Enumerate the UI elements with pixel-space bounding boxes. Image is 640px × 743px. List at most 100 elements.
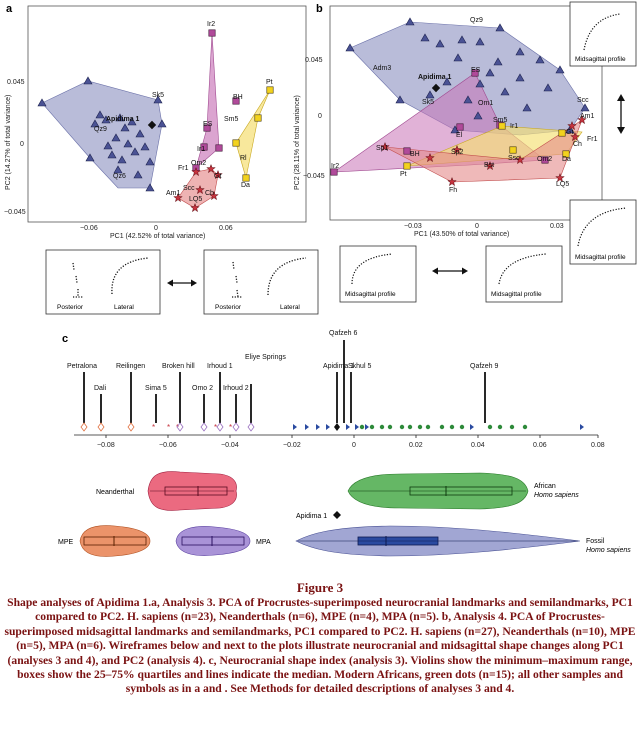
b-label-sm5: Sm5 <box>493 117 508 124</box>
violin-mpe: MPE <box>58 525 151 557</box>
violin-mpe-label: MPE <box>58 539 74 546</box>
c-label-qafzeh9: Qafzeh 9 <box>470 363 499 370</box>
pc1-arrow-b <box>432 267 468 275</box>
c-xtick-8: 0.06 <box>533 442 547 449</box>
panel-c-specimen-lines <box>83 340 486 423</box>
wire-b-bottom-label: Midsagittal profile <box>575 254 626 261</box>
a-label-ch: Ch <box>205 190 214 197</box>
panel-a-hull-mpe <box>235 89 271 179</box>
violin-african-species: Homo sapiens <box>534 492 579 499</box>
a-ytick-3: −0.045 <box>4 209 26 216</box>
svg-text:*: * <box>167 423 170 432</box>
b-xtick-3: 0.03 <box>550 223 564 230</box>
wire-a-right-lateral: Lateral <box>280 304 300 311</box>
a-ytick-1: 0.045 <box>7 79 25 86</box>
a-xtick-1: −0.06 <box>80 225 98 232</box>
violin-mpa-label: MPA <box>256 539 271 546</box>
b-label-ir1: Ir1 <box>510 123 518 130</box>
c-label-irhoud2: Irhoud 2 <box>223 385 249 392</box>
panel-a-hull-sapiens <box>41 80 163 189</box>
b-ytick-3: −0.045 <box>303 173 325 180</box>
wire-b-left-label: Midsagittal profile <box>345 291 396 298</box>
violin-apidima: Apidima 1 <box>296 511 341 520</box>
b-label-bh: BH <box>410 151 420 158</box>
b-label-ir2: Ir2 <box>331 163 339 170</box>
wireframe-b-pc1-left: Midsagittal profile <box>339 245 417 303</box>
a-xtick-3: 0.06 <box>219 225 233 232</box>
b-label-da: Da <box>562 156 571 163</box>
c-label-dali: Dali <box>94 385 107 392</box>
a-label-om2: Om2 <box>191 160 206 167</box>
panel-c-strip-points: * * * * * <box>80 422 584 432</box>
panel-a-frame <box>27 5 307 223</box>
b-label-fr1: Fr1 <box>587 136 598 143</box>
wire-a-left-posterior: Posterior <box>57 304 84 311</box>
c-label-skhul5: Skhul 5 <box>348 363 371 370</box>
wire-b-top-label: Midsagittal profile <box>575 56 626 63</box>
wireframe-b-pc2-bottom: Midsagittal profile <box>569 199 637 265</box>
b-label-sk5: Sk5 <box>422 99 434 106</box>
svg-text:*: * <box>229 423 232 432</box>
pc1-arrow-a <box>167 279 197 287</box>
b-label-sp1: Sp1 <box>376 145 389 152</box>
a-xlabel: PC1 (42.52% of total variance) <box>110 233 205 240</box>
a-label-lq5: LQ5 <box>189 196 202 203</box>
violin-fossil-species: Homo sapiens <box>586 547 631 554</box>
pc2-arrow <box>617 94 625 134</box>
wire-b-right-label: Midsagittal profile <box>491 291 542 298</box>
b-ylabel: PC2 (28.11% of total variance) <box>294 95 301 190</box>
b-label-es: ES <box>471 67 481 74</box>
a-label-fr1: Fr1 <box>178 165 189 172</box>
c-xtick-9: 0.08 <box>591 442 605 449</box>
a-label-ir1: Ir1 <box>197 146 205 153</box>
violin-neanderthal: Neanderthal <box>96 471 237 511</box>
b-label-om2: Om2 <box>537 156 552 163</box>
c-xtick-4: −0.02 <box>283 442 301 449</box>
b-label-om1: Om1 <box>478 100 493 107</box>
b-label-el: El <box>456 132 463 139</box>
c-xtick-3: −0.04 <box>221 442 239 449</box>
b-label-lq5: LQ5 <box>556 181 569 188</box>
a-label-sm5: Sm5 <box>224 116 239 123</box>
c-label-omo2: Omo 2 <box>192 385 213 392</box>
a-label-qz6: Qz6 <box>113 173 126 180</box>
c-label-apidima1: Apidima 1 <box>323 363 354 370</box>
a-label-sk5: Sk5 <box>152 92 164 99</box>
c-label-irhoud1: Irhoud 1 <box>207 363 233 370</box>
a-label-apidima: Apidima 1 <box>106 116 140 123</box>
c-label-petralona: Petralona <box>67 363 97 370</box>
b-label-apidima: Apidima 1 <box>418 74 452 81</box>
b-label-pt: Pt <box>400 171 407 178</box>
b-label-adm3: Adm3 <box>373 65 391 72</box>
violin-african: African Homo sapiens <box>347 472 579 510</box>
c-xtick-1: −0.08 <box>97 442 115 449</box>
figure-caption-text: Shape analyses of Apidima 1.a, Analysis … <box>4 596 636 696</box>
wire-a-left-lateral: Lateral <box>114 304 134 311</box>
b-ytick-2: 0 <box>318 113 322 120</box>
c-label-reilingen: Reilingen <box>116 363 145 370</box>
a-label-rl: Rl <box>240 155 247 162</box>
b-label-scc: Scc <box>577 97 589 104</box>
b-label-am1: Am1 <box>580 113 595 120</box>
svg-text:*: * <box>214 423 217 432</box>
b-label-bst: Bst <box>484 162 494 169</box>
b-label-qz9: Qz9 <box>470 17 483 24</box>
a-ytick-2: 0 <box>20 141 24 148</box>
b-xtick-2: 0 <box>475 223 479 230</box>
c-label-broken-hill: Broken hill <box>162 363 195 370</box>
panel-a: a Apid <box>4 3 307 240</box>
c-xtick-7: 0.04 <box>471 442 485 449</box>
a-xtick-2: 0 <box>154 225 158 232</box>
wireframe-b-pc2-top: Midsagittal profile <box>569 1 637 67</box>
a-label-es: ES <box>203 121 213 128</box>
violin-african-label: African <box>534 483 556 490</box>
b-xtick-1: −0.03 <box>404 223 422 230</box>
b-label-fh: Fh <box>449 187 457 194</box>
panel-c: c Petralona Dali Reilingen Sima 5 Broken… <box>58 330 631 557</box>
violin-fossil-label: Fossil <box>586 538 605 545</box>
a-label-pt: Pt <box>266 79 273 86</box>
panel-b: b <box>294 3 603 238</box>
panel-b-letter: b <box>316 3 323 15</box>
svg-text:*: * <box>152 423 155 432</box>
wireframe-a-left: Posterior Lateral <box>45 249 161 315</box>
